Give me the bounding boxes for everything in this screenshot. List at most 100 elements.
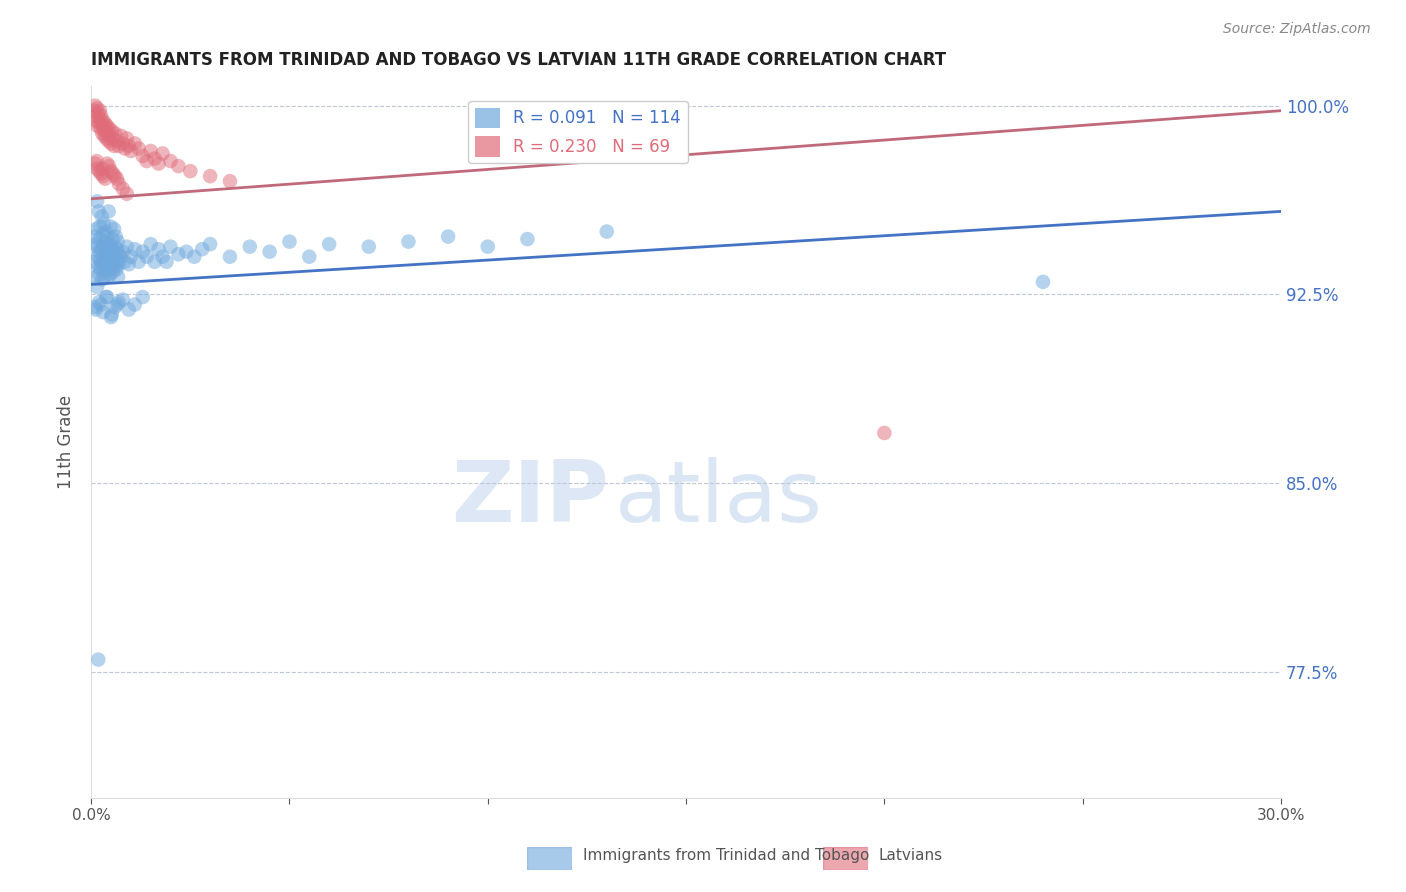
Point <box>118 257 141 271</box>
Point <box>357 240 380 254</box>
Point <box>97 126 120 140</box>
Point <box>124 136 146 151</box>
Point <box>128 141 150 155</box>
Point <box>105 134 128 148</box>
Point <box>87 106 110 120</box>
Point <box>167 159 190 173</box>
Point <box>108 295 131 310</box>
Point <box>198 237 221 252</box>
Point <box>87 164 110 178</box>
Point <box>114 141 136 155</box>
Point <box>115 131 138 145</box>
Point <box>84 302 107 317</box>
Point <box>93 250 115 264</box>
Point <box>91 227 114 241</box>
Point <box>110 250 132 264</box>
Point <box>101 167 124 181</box>
Point <box>516 232 538 246</box>
Point <box>94 225 117 239</box>
Point <box>84 300 107 314</box>
Point <box>111 244 134 259</box>
Point <box>105 297 128 311</box>
Point <box>101 254 124 268</box>
Point <box>278 235 301 249</box>
Point <box>108 177 131 191</box>
Point <box>86 101 108 115</box>
Point <box>96 290 118 304</box>
Point <box>98 247 121 261</box>
Point <box>104 260 127 274</box>
Point <box>93 269 115 284</box>
Point <box>239 240 262 254</box>
Point <box>83 103 105 118</box>
Point <box>176 244 198 259</box>
Point <box>259 244 281 259</box>
Point <box>89 116 111 130</box>
Text: ZIP: ZIP <box>451 458 609 541</box>
Point <box>91 240 114 254</box>
Text: IMMIGRANTS FROM TRINIDAD AND TOBAGO VS LATVIAN 11TH GRADE CORRELATION CHART: IMMIGRANTS FROM TRINIDAD AND TOBAGO VS L… <box>91 51 946 69</box>
Point <box>100 260 122 274</box>
Point <box>89 252 111 267</box>
Point <box>114 254 136 268</box>
Point <box>143 254 166 268</box>
Point <box>84 237 107 252</box>
Text: Immigrants from Trinidad and Tobago: Immigrants from Trinidad and Tobago <box>583 848 870 863</box>
Point <box>90 109 112 123</box>
Point <box>120 250 142 264</box>
Point <box>98 121 121 136</box>
Point <box>100 164 122 178</box>
Point <box>100 219 122 234</box>
Point <box>100 136 122 151</box>
Point <box>124 242 146 256</box>
Point <box>183 250 205 264</box>
Point <box>100 308 122 322</box>
Point <box>128 254 150 268</box>
Point <box>105 262 128 277</box>
Point <box>96 119 118 133</box>
Point <box>104 300 127 314</box>
Point <box>97 240 120 254</box>
Point <box>89 103 111 118</box>
Point <box>596 225 619 239</box>
Point <box>93 254 115 268</box>
Point <box>89 219 111 234</box>
Point <box>115 186 138 201</box>
Point <box>84 98 107 112</box>
Point <box>84 269 107 284</box>
Point <box>132 290 155 304</box>
Point <box>89 232 111 246</box>
Point <box>159 240 181 254</box>
Point <box>148 156 170 170</box>
Point <box>103 244 125 259</box>
Point <box>148 242 170 256</box>
Point <box>118 139 141 153</box>
Point <box>90 257 112 271</box>
Point <box>152 146 174 161</box>
Point <box>1032 275 1054 289</box>
Point <box>103 252 125 267</box>
Point <box>83 254 105 268</box>
Point <box>87 244 110 259</box>
Point <box>103 257 125 271</box>
Point <box>90 210 112 224</box>
Point <box>87 250 110 264</box>
Point <box>90 121 112 136</box>
Point <box>477 240 499 254</box>
Point <box>101 265 124 279</box>
Point <box>179 164 201 178</box>
Point <box>100 242 122 256</box>
Legend: R = 0.091   N = 114, R = 0.230   N = 69: R = 0.091 N = 114, R = 0.230 N = 69 <box>468 101 688 163</box>
Point <box>105 254 128 268</box>
Point <box>97 134 120 148</box>
Point <box>103 139 125 153</box>
Point <box>96 262 118 277</box>
Point <box>100 250 122 264</box>
Point <box>191 242 214 256</box>
Point <box>101 232 124 246</box>
Point <box>90 297 112 311</box>
Point <box>87 652 110 666</box>
Point <box>101 131 124 145</box>
Point <box>437 229 460 244</box>
Point <box>104 240 127 254</box>
